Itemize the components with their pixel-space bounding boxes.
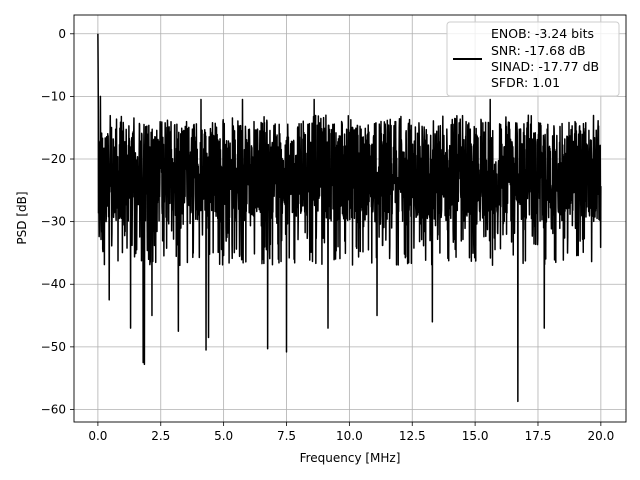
y-tick-label: 0	[58, 27, 66, 41]
legend-line-snr: SNR: -17.68 dB	[491, 43, 586, 58]
x-tick-label: 17.5	[525, 429, 552, 443]
y-tick-label: −60	[41, 402, 66, 416]
psd-series-line	[97, 33, 602, 403]
x-tick-label: 10.0	[336, 429, 363, 443]
x-tick-label: 12.5	[399, 429, 426, 443]
y-tick-label: −50	[41, 340, 66, 354]
y-axis-ticks: 0 −10 −20 −30 −40 −50 −60	[41, 27, 74, 416]
x-axis-label: Frequency [MHz]	[300, 451, 401, 465]
x-tick-label: 0.0	[88, 429, 107, 443]
legend-line-sfdr: SFDR: 1.01	[491, 75, 560, 90]
legend-line-sinad: SINAD: -17.77 dB	[491, 59, 599, 74]
y-axis-label: PSD [dB]	[15, 191, 29, 244]
y-tick-label: −10	[41, 89, 66, 103]
y-tick-label: −30	[41, 215, 66, 229]
x-axis-ticks: 0.0 2.5 5.0 7.5 10.0 12.5 15.0 17.5 20.0	[88, 422, 614, 443]
legend-box	[446, 21, 620, 97]
y-tick-label: −40	[41, 277, 66, 291]
x-tick-label: 5.0	[214, 429, 233, 443]
axes-frame	[73, 14, 627, 423]
x-tick-label: 7.5	[277, 429, 296, 443]
y-tick-label: −20	[41, 152, 66, 166]
plot-area	[97, 33, 602, 403]
x-tick-label: 2.5	[151, 429, 170, 443]
x-tick-label: 20.0	[587, 429, 614, 443]
legend-line-enob: ENOB: -3.24 bits	[491, 26, 594, 41]
legend: ENOB: -3.24 bits SNR: -17.68 dB SINAD: -…	[446, 21, 620, 97]
x-tick-label: 15.0	[462, 429, 489, 443]
